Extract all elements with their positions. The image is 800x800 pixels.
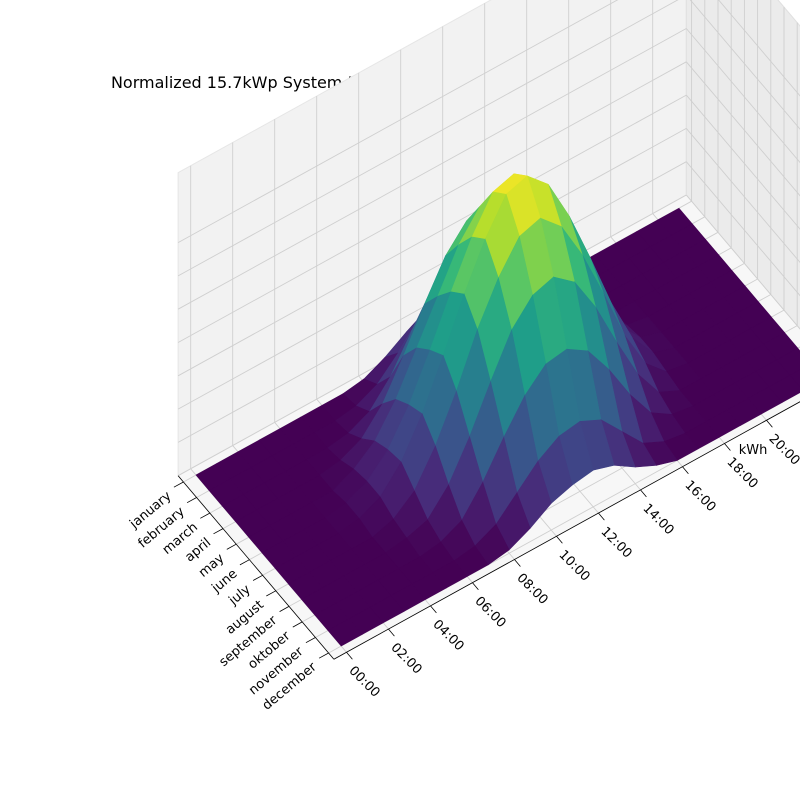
grid-line-z bbox=[177, 0, 619, 243]
grid-line-z bbox=[177, 28, 687, 310]
month-tick bbox=[279, 606, 290, 612]
hour-axis-line bbox=[333, 401, 800, 660]
hour-tick bbox=[598, 512, 605, 521]
month-tick bbox=[305, 637, 316, 644]
month-tick bbox=[200, 512, 210, 519]
hour-tick bbox=[640, 489, 647, 498]
month-tick bbox=[252, 574, 263, 581]
hour-tick-label: 08:00 bbox=[514, 571, 551, 608]
hour-tick bbox=[556, 536, 563, 544]
hour-tick bbox=[346, 652, 353, 660]
grid-line-z bbox=[685, 28, 800, 164]
hour-tick-label: 04:00 bbox=[430, 617, 467, 654]
month-tick bbox=[213, 528, 224, 535]
grid-line-z bbox=[718, 0, 800, 97]
surface-patch bbox=[327, 618, 363, 647]
month-tick bbox=[318, 652, 329, 659]
grid-line-z bbox=[177, 128, 687, 410]
grid-line-z bbox=[685, 61, 800, 197]
hour-tick-label: 12:00 bbox=[598, 524, 635, 561]
grid-line-z bbox=[177, 0, 679, 277]
month-tick bbox=[226, 543, 237, 550]
hour-tick-label: 00:00 bbox=[346, 664, 383, 701]
grid-line-z bbox=[685, 194, 800, 330]
month-tick bbox=[266, 590, 276, 597]
hour-tick bbox=[472, 582, 479, 590]
hour-tick bbox=[514, 559, 521, 567]
hour-tick bbox=[388, 628, 395, 637]
grid-line-z bbox=[177, 61, 687, 343]
grid-line-z bbox=[689, 0, 800, 130]
z-axis-label: kWh bbox=[739, 443, 768, 458]
hour-tick-label: 16:00 bbox=[682, 478, 719, 515]
hour-tick bbox=[430, 605, 437, 614]
month-tick bbox=[173, 481, 184, 488]
hour-tick-label: 06:00 bbox=[472, 594, 509, 631]
hour-tick-label: 18:00 bbox=[724, 455, 761, 492]
hour-tick-label: 02:00 bbox=[388, 640, 425, 677]
month-tick bbox=[292, 621, 303, 628]
hour-tick bbox=[682, 466, 689, 474]
hour-tick bbox=[724, 443, 731, 451]
hour-tick-label: 20:00 bbox=[766, 432, 800, 469]
grid-line-z bbox=[685, 128, 800, 264]
grid-line-z bbox=[685, 161, 800, 297]
month-axis-line bbox=[177, 475, 335, 660]
month-tick bbox=[239, 559, 250, 566]
grid-line-z bbox=[177, 94, 687, 377]
month-tick bbox=[186, 497, 197, 504]
surface-plot bbox=[195, 173, 800, 647]
hour-tick-label: 14:00 bbox=[640, 501, 677, 538]
hour-tick-label: 10:00 bbox=[556, 548, 593, 585]
hour-tick bbox=[766, 420, 773, 428]
grid-line-z bbox=[685, 94, 800, 230]
